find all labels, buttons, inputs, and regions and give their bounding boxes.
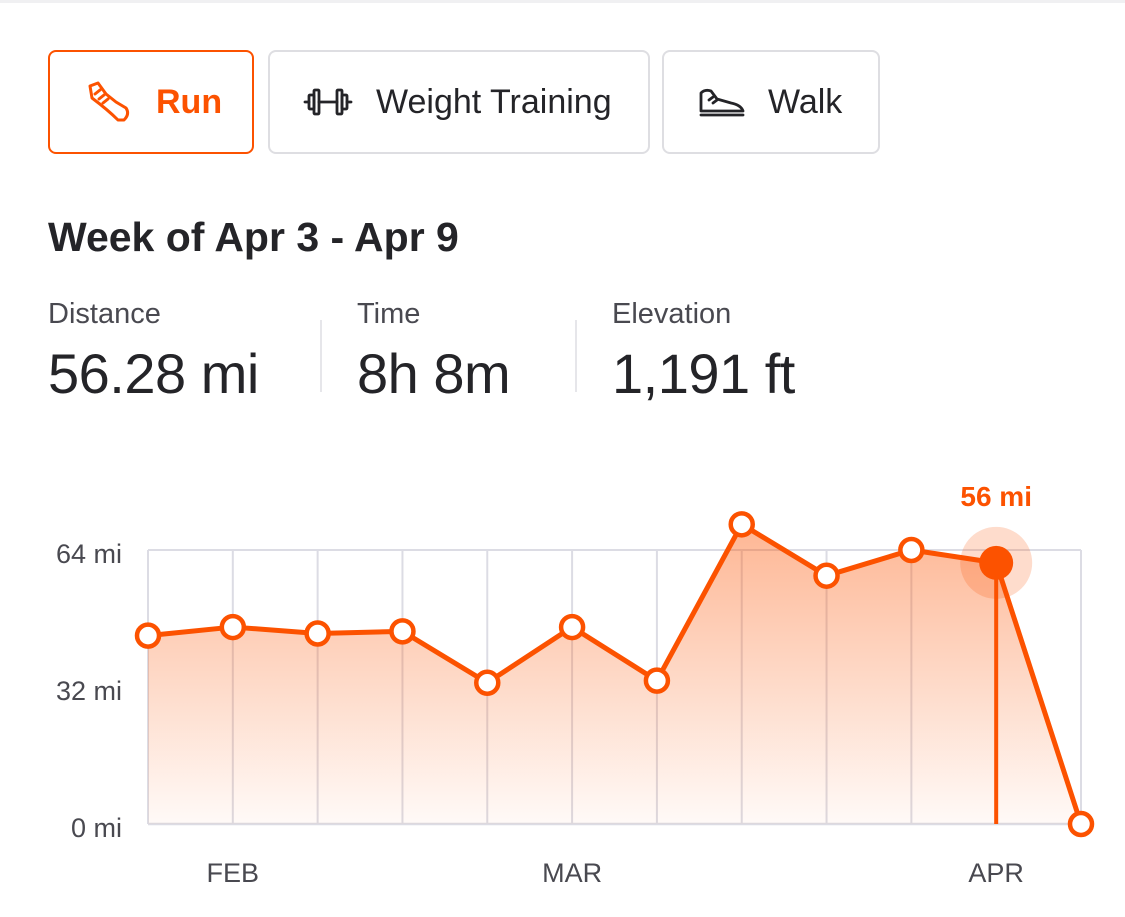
stat-time: Time 8h 8m [357, 298, 511, 406]
dumbbell-icon [300, 82, 356, 122]
data-point [304, 620, 331, 647]
data-point [898, 536, 925, 564]
stat-elevation-value: 1,191 ft [612, 342, 795, 405]
stat-elevation-label: Elevation [612, 298, 732, 330]
data-point [728, 511, 755, 538]
stat-divider [320, 320, 322, 392]
tab-walk-label: Walk [768, 82, 843, 121]
data-point [643, 667, 671, 694]
selected-data-point [979, 545, 1014, 580]
tab-run[interactable]: Run [48, 50, 254, 154]
top-border [0, 0, 1125, 3]
weekly-distance-chart[interactable]: 64 mi 32 mi 0 mi FEB MAR APR 56 mi [0, 460, 1125, 917]
data-point [219, 613, 247, 641]
x-tick-label: MAR [542, 858, 602, 888]
stat-divider [575, 320, 577, 392]
y-tick-label: 32 mi [56, 676, 122, 706]
stat-distance: Distance 56.28 mi [48, 298, 259, 406]
data-point [474, 669, 501, 696]
series-line [145, 521, 1084, 827]
tab-walk[interactable]: Walk [662, 50, 880, 154]
tab-run-label: Run [156, 82, 223, 121]
running-shoe-icon [80, 81, 136, 122]
x-tick-label: FEB [207, 858, 260, 888]
stat-time-value: 8h 8m [357, 342, 511, 405]
x-tick-label: APR [968, 858, 1024, 888]
y-tick-label: 0 mi [71, 813, 122, 843]
stat-distance-label: Distance [48, 298, 161, 330]
data-point [389, 618, 416, 645]
selected-value-label: 56 mi [960, 481, 1032, 512]
series-area-fill [148, 524, 1081, 824]
stat-time-label: Time [357, 298, 421, 330]
data-point [1067, 810, 1095, 838]
data-point [558, 613, 586, 641]
tab-weight-training[interactable]: Weight Training [268, 50, 650, 154]
week-title: Week of Apr 3 - Apr 9 [48, 214, 459, 260]
stat-elevation: Elevation 1,191 ft [612, 298, 795, 406]
y-tick-label: 64 mi [56, 539, 122, 569]
tab-weight-training-label: Weight Training [376, 82, 612, 121]
data-point [813, 562, 840, 589]
data-point [134, 622, 162, 649]
walking-shoe-icon [694, 82, 750, 122]
stat-distance-value: 56.28 mi [48, 342, 259, 405]
